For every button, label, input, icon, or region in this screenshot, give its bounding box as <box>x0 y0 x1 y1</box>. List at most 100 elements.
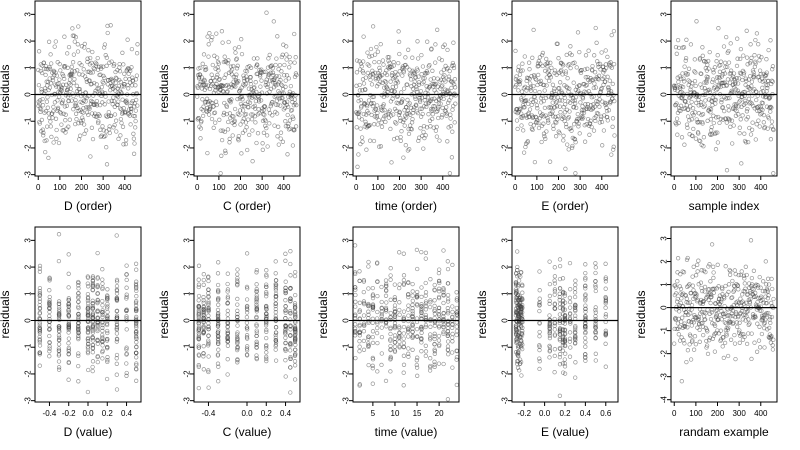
y-axis-label: residuals <box>316 64 330 112</box>
residual-point <box>708 279 713 284</box>
residual-point <box>770 343 775 348</box>
residual-point <box>446 74 452 79</box>
residual-point <box>537 356 542 361</box>
residual-point <box>739 161 744 166</box>
residual-point <box>279 54 284 60</box>
y-tick-label: -1 <box>660 327 669 335</box>
y-tick-label: -2 <box>24 370 33 378</box>
residual-point <box>244 297 250 302</box>
residual-point <box>244 69 250 74</box>
residual-point <box>450 350 455 355</box>
residual-point <box>752 106 757 111</box>
residual-point <box>563 71 568 76</box>
residual-point <box>94 61 99 66</box>
residual-point <box>559 67 564 73</box>
residual-point <box>293 124 299 129</box>
residual-point <box>414 86 419 92</box>
residual-point <box>516 278 522 283</box>
residual-point <box>97 113 102 118</box>
residual-point <box>66 347 71 352</box>
residual-point <box>415 39 420 44</box>
residual-point <box>612 98 617 104</box>
residual-point <box>720 117 726 122</box>
residual-point <box>133 300 139 305</box>
residual-point <box>100 281 105 286</box>
residual-point <box>215 282 221 288</box>
residual-point <box>563 351 568 356</box>
residual-point <box>70 60 76 65</box>
residual-point <box>686 66 692 71</box>
residual-point <box>41 91 47 96</box>
residual-point <box>56 338 62 343</box>
residual-point <box>90 49 95 55</box>
residual-point <box>583 344 588 349</box>
residual-point <box>100 124 105 129</box>
residual-point <box>48 81 54 86</box>
residual-point <box>610 81 615 87</box>
residual-point <box>733 356 738 362</box>
residual-point <box>201 282 206 287</box>
residual-point <box>581 115 586 120</box>
residual-point <box>679 379 684 384</box>
residual-point <box>379 120 384 125</box>
residual-point <box>573 282 578 288</box>
residual-point <box>441 361 446 367</box>
residual-point <box>128 122 133 127</box>
residual-point <box>428 277 433 282</box>
residual-point <box>234 56 239 61</box>
residual-point <box>260 147 265 152</box>
residual-point <box>754 31 760 36</box>
residual-point <box>121 62 126 67</box>
residual-point <box>131 151 137 156</box>
residual-point <box>102 75 107 80</box>
residual-point <box>356 152 361 157</box>
residual-point <box>551 126 556 132</box>
residual-point <box>206 385 211 390</box>
residual-point <box>277 95 283 101</box>
x-axis-label: E (order) <box>541 199 588 213</box>
residual-point <box>745 62 750 67</box>
residual-point <box>577 49 582 55</box>
residual-point <box>116 83 122 89</box>
residual-point <box>593 288 598 294</box>
residual-point <box>430 81 435 87</box>
residual-point <box>361 313 367 318</box>
residual-point <box>680 71 685 76</box>
residual-point <box>73 111 79 116</box>
residual-point <box>711 270 716 275</box>
residual-point <box>754 89 759 94</box>
residual-point <box>401 309 407 314</box>
residual-point <box>674 101 679 106</box>
residual-point <box>566 114 572 120</box>
residual-point <box>358 126 363 131</box>
residual-point <box>359 104 364 109</box>
residual-point <box>733 87 738 92</box>
residual-point <box>231 114 236 119</box>
residual-point <box>754 122 759 127</box>
residual-point <box>708 107 714 112</box>
residual-point <box>419 72 424 77</box>
x-tick-label: 300 <box>732 409 746 418</box>
x-tick-label: 200 <box>552 183 566 192</box>
residual-point <box>742 276 747 281</box>
residual-point <box>122 71 127 76</box>
residual-point <box>285 99 290 104</box>
residual-point <box>114 295 119 301</box>
residual-point <box>282 62 287 68</box>
residual-point <box>442 42 447 47</box>
residual-point <box>70 91 75 96</box>
residual-point <box>277 74 282 79</box>
residual-point <box>64 103 69 108</box>
residual-point <box>761 279 766 284</box>
residual-point <box>373 77 378 82</box>
residual-point <box>62 34 67 39</box>
residual-point <box>387 108 392 113</box>
residual-point <box>224 104 230 110</box>
residual-point <box>451 40 456 45</box>
y-tick-label: 0 <box>501 318 510 323</box>
residual-point <box>719 74 724 79</box>
residual-point <box>289 107 295 113</box>
residual-point <box>730 141 735 146</box>
residual-point <box>445 292 451 298</box>
residual-point <box>259 78 264 83</box>
